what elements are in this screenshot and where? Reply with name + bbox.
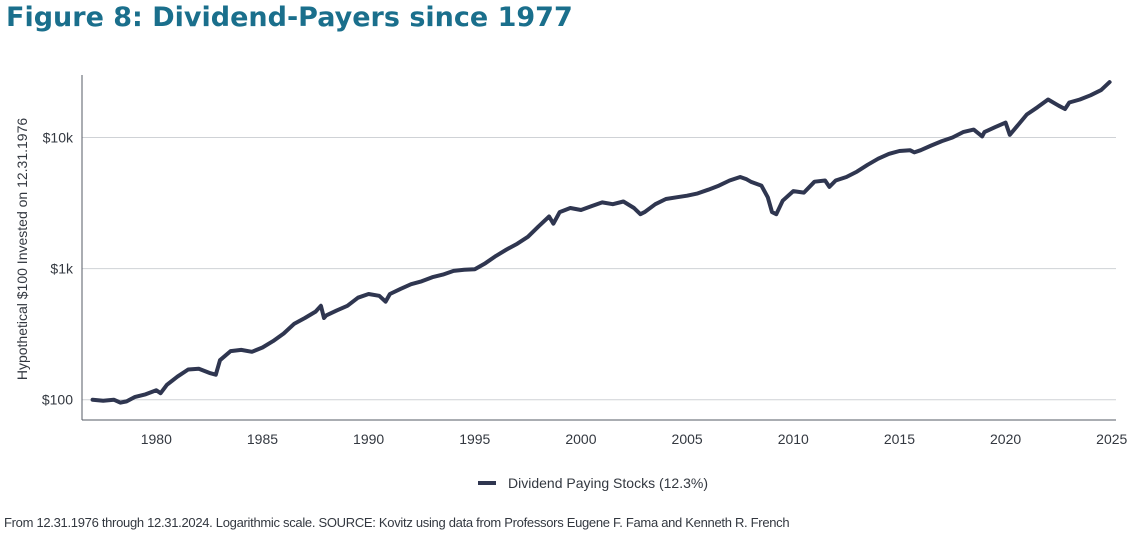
y-tick-labels: $100 $1k $10k bbox=[42, 130, 74, 408]
x-tick-labels: 1980 1985 1990 1995 2000 2005 2010 2015 2020 2025 bbox=[141, 431, 1128, 447]
x-tick-label: 2000 bbox=[565, 431, 596, 447]
gridlines bbox=[82, 137, 1116, 401]
x-tick-label: 1985 bbox=[247, 431, 278, 447]
y-tick-label: $1k bbox=[50, 261, 74, 277]
legend-label: Dividend Paying Stocks (12.3%) bbox=[508, 475, 708, 491]
x-tick-label: 2025 bbox=[1096, 431, 1127, 447]
chart-title: Figure 8: Dividend-Payers since 1977 bbox=[6, 2, 573, 33]
series-line-dividend-paying-stocks bbox=[90, 80, 1112, 405]
x-tick-label: 2010 bbox=[778, 431, 809, 447]
x-tick-label: 2015 bbox=[884, 431, 915, 447]
x-tick-label: 1980 bbox=[141, 431, 172, 447]
x-tick-label: 2005 bbox=[672, 431, 703, 447]
legend: Dividend Paying Stocks (12.3%) bbox=[478, 475, 708, 491]
x-tick-label: 2020 bbox=[990, 431, 1021, 447]
y-tick-label: $10k bbox=[43, 130, 74, 146]
x-tick-label: 1995 bbox=[459, 431, 490, 447]
x-tick-label: 1990 bbox=[353, 431, 384, 447]
series-layer bbox=[90, 80, 1112, 405]
source-footnote: From 12.31.1976 through 12.31.2024. Loga… bbox=[4, 515, 790, 530]
y-tick-label: $100 bbox=[42, 392, 73, 408]
y-axis-label: Hypothetical $100 Invested on 12.31.1976 bbox=[14, 118, 30, 381]
